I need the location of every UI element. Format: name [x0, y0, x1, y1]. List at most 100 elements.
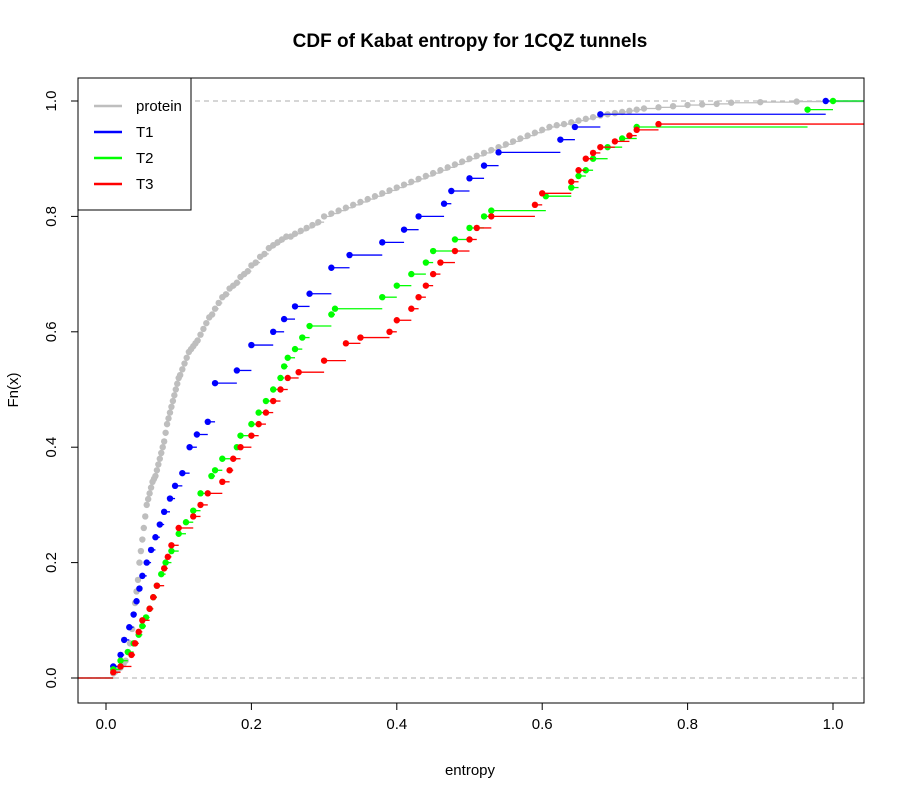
data-point-T2 [393, 282, 400, 289]
data-point-T3 [393, 317, 400, 324]
data-point-protein [546, 123, 553, 131]
data-point-protein [183, 354, 190, 361]
data-point-protein [158, 449, 165, 457]
y-tick-label: 0.0 [43, 668, 60, 689]
data-point-protein [208, 311, 216, 318]
data-point-T2 [182, 519, 190, 526]
data-point-protein [437, 167, 444, 174]
data-point-T3 [626, 132, 633, 139]
data-point-T1 [160, 508, 168, 516]
data-point-T1 [233, 367, 241, 374]
data-point-protein [480, 149, 488, 157]
data-point-T3 [204, 490, 211, 497]
chart-title: CDF of Kabat entropy for 1CQZ tunnels [293, 31, 648, 52]
data-point-T1 [400, 226, 408, 233]
data-point-T1 [328, 264, 335, 271]
x-axis-label: entropy [445, 762, 496, 779]
data-point-T3 [175, 524, 182, 532]
data-point-T3 [197, 501, 204, 509]
data-point-T1 [179, 469, 186, 477]
data-point-T2 [255, 409, 262, 416]
data-point-T1 [270, 328, 277, 335]
data-point-protein [146, 490, 153, 497]
data-point-T2 [162, 559, 169, 566]
data-point-protein [618, 108, 626, 116]
data-point-protein [575, 117, 582, 124]
data-point-protein [200, 325, 207, 333]
data-point-T3 [422, 282, 430, 289]
data-point-T1 [571, 123, 579, 131]
y-axis-label: Fn(x) [5, 373, 22, 408]
data-point-T2 [190, 507, 197, 514]
data-point-T1 [379, 239, 386, 246]
data-point-T1 [152, 534, 159, 541]
data-point-T2 [480, 213, 488, 220]
data-point-protein [582, 115, 590, 123]
data-point-protein [509, 138, 517, 145]
data-point-T2 [306, 322, 313, 330]
data-point-protein [244, 268, 251, 275]
data-point-T3 [655, 120, 662, 128]
data-point-T3 [153, 582, 161, 589]
data-point-protein [713, 100, 720, 108]
data-point-protein [371, 193, 379, 200]
series-T3 [78, 120, 864, 679]
series-T1 [78, 97, 864, 679]
data-point-protein [176, 371, 184, 379]
data-point-protein [153, 467, 161, 474]
data-point-T2 [451, 236, 459, 243]
data-point-protein [364, 195, 371, 203]
data-point-T1 [291, 303, 299, 310]
y-tick-label: 1.0 [43, 91, 60, 112]
data-point-T2 [208, 472, 215, 480]
data-point-T3 [437, 259, 444, 266]
data-point-T2 [408, 270, 415, 278]
data-point-protein [162, 429, 169, 436]
data-point-T3 [633, 126, 640, 134]
data-point-protein [342, 204, 350, 211]
data-point-protein [357, 198, 364, 206]
data-point-T2 [568, 184, 575, 191]
data-point-T3 [589, 149, 597, 157]
data-point-T3 [270, 397, 277, 405]
x-tick-label: 0.0 [96, 716, 117, 733]
data-point-protein [386, 187, 393, 194]
data-point-protein [502, 141, 510, 148]
legend-label: protein [136, 98, 182, 115]
data-point-T2 [237, 432, 244, 439]
data-point-T3 [117, 663, 124, 670]
data-point-protein [415, 175, 422, 183]
data-point-protein [626, 107, 633, 115]
data-point-T3 [488, 213, 495, 220]
data-point-protein [160, 438, 168, 445]
data-point-T2 [331, 305, 339, 312]
data-point-T1 [156, 521, 163, 528]
data-point-protein [393, 184, 400, 191]
data-point-protein [171, 392, 178, 399]
data-point-protein [152, 472, 159, 480]
data-point-T1 [466, 175, 473, 182]
data-point-T1 [415, 213, 422, 220]
data-point-T1 [139, 572, 146, 580]
data-point-T3 [262, 409, 270, 416]
data-point-protein [669, 102, 677, 110]
data-point-T3 [429, 270, 437, 278]
data-point-T1 [306, 290, 313, 297]
data-point-protein [136, 559, 143, 566]
data-point-protein [166, 409, 174, 416]
y-tick-label: 0.4 [43, 437, 60, 458]
data-point-protein [165, 415, 172, 422]
data-point-T1 [143, 559, 150, 566]
data-point-protein [589, 113, 597, 121]
data-point-T1 [117, 651, 124, 659]
legend-box [77, 77, 192, 211]
data-point-protein [444, 164, 451, 171]
x-tick-label: 1.0 [823, 716, 844, 733]
data-point-T2 [219, 455, 226, 462]
legend-label: T2 [136, 150, 154, 167]
data-point-T3 [277, 386, 284, 393]
data-point-protein [142, 513, 149, 520]
data-point-T1 [126, 624, 133, 631]
plot-frame [77, 77, 865, 704]
data-point-T2 [117, 657, 124, 664]
